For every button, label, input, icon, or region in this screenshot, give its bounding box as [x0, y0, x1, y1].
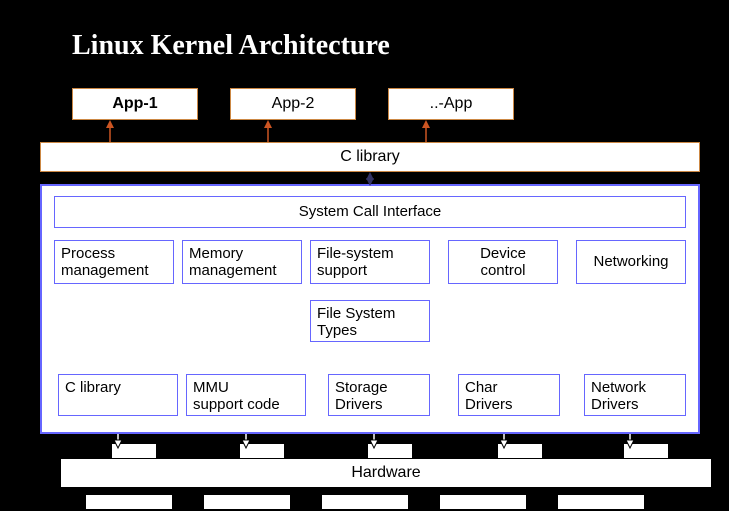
app-box-3: ..-App: [388, 88, 514, 120]
hardware-bar: Hardware: [60, 458, 712, 488]
diagram-title: Linux Kernel Architecture: [72, 30, 390, 62]
kernel-subsys-3: Devicecontrol: [448, 240, 558, 284]
kernel-mid-0: File SystemTypes: [310, 300, 430, 342]
kernel-driver-1: MMUsupport code: [186, 374, 306, 416]
c-library-label: C library: [340, 147, 400, 166]
c-library-bar: C library: [40, 142, 700, 172]
hardware-label: Hardware: [351, 463, 420, 482]
app-box-2: App-2: [230, 88, 356, 120]
kernel-driver-0: C library: [58, 374, 178, 416]
hw-tab-2: [368, 444, 412, 458]
bottom-tab-2: [322, 495, 408, 509]
kernel-subsys-1: Memorymanagement: [182, 240, 302, 284]
app-box-1: App-1: [72, 88, 198, 120]
kernel-driver-3: CharDrivers: [458, 374, 560, 416]
kernel-subsys-4: Networking: [576, 240, 686, 284]
system-call-interface: System Call Interface: [54, 196, 686, 228]
hw-tab-0: [112, 444, 156, 458]
kernel-subsys-2: File-systemsupport: [310, 240, 430, 284]
hw-tab-1: [240, 444, 284, 458]
hw-tab-4: [624, 444, 668, 458]
bottom-tab-0: [86, 495, 172, 509]
kernel-driver-2: StorageDrivers: [328, 374, 430, 416]
kernel-subsys-0: Processmanagement: [54, 240, 174, 284]
hw-tab-3: [498, 444, 542, 458]
bottom-tab-4: [558, 495, 644, 509]
bottom-tab-3: [440, 495, 526, 509]
bottom-tab-1: [204, 495, 290, 509]
kernel-driver-4: NetworkDrivers: [584, 374, 686, 416]
